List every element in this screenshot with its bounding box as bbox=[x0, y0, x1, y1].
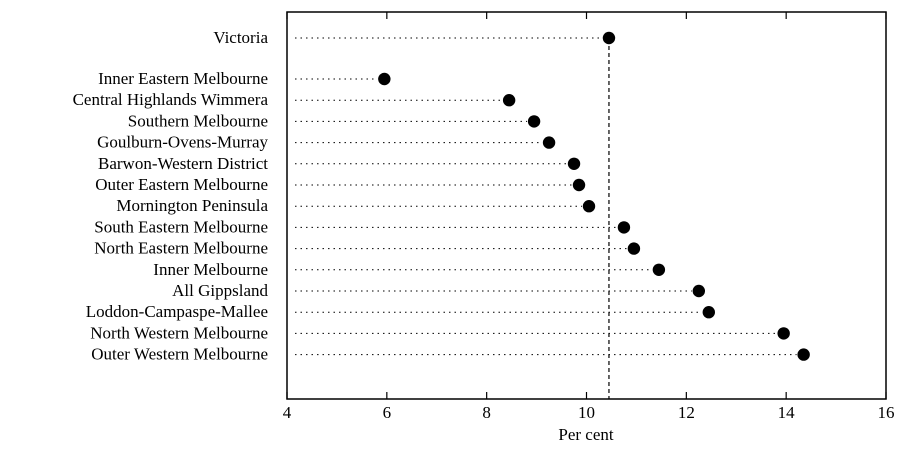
category-label: Inner Melbourne bbox=[153, 260, 268, 279]
category-label: North Eastern Melbourne bbox=[94, 239, 268, 258]
x-tick-label: 4 bbox=[283, 403, 292, 422]
x-tick-label: 14 bbox=[778, 403, 796, 422]
data-point bbox=[702, 306, 715, 319]
category-label: Inner Eastern Melbourne bbox=[98, 69, 268, 88]
category-label: Outer Eastern Melbourne bbox=[95, 175, 268, 194]
data-point bbox=[627, 242, 641, 255]
category-label: Mornington Peninsula bbox=[116, 196, 268, 215]
category-label: Central Highlands Wimmera bbox=[73, 90, 269, 109]
x-axis: 4 6 8 10 12 14 16 bbox=[283, 12, 895, 422]
data-point bbox=[617, 221, 631, 234]
data-point bbox=[652, 263, 666, 276]
category-label: Victoria bbox=[213, 28, 268, 47]
x-axis-label: Per cent bbox=[558, 425, 614, 444]
category-label: All Gippsland bbox=[172, 281, 268, 300]
category-label: Barwon-Western District bbox=[98, 154, 268, 173]
data-point bbox=[582, 200, 596, 213]
x-tick-label: 8 bbox=[482, 403, 491, 422]
data-point bbox=[542, 136, 556, 149]
data-point bbox=[777, 327, 790, 340]
x-tick-label: 10 bbox=[578, 403, 595, 422]
data-point bbox=[378, 72, 391, 86]
category-label: Loddon-Campaspe-Mallee bbox=[86, 302, 268, 321]
category-label: Goulburn-Ovens-Murray bbox=[97, 133, 268, 152]
data-point bbox=[572, 178, 586, 192]
x-tick-label: 16 bbox=[878, 403, 895, 422]
category-rows: Victoria Inner Eastern Melbourne Central H… bbox=[73, 28, 810, 364]
data-point bbox=[797, 348, 810, 361]
x-tick-label: 12 bbox=[678, 403, 695, 422]
category-label: Outer Western Melbourne bbox=[91, 345, 268, 364]
data-point bbox=[527, 115, 541, 128]
category-label: South Eastern Melbourne bbox=[94, 217, 268, 236]
data-point bbox=[692, 284, 706, 298]
data-point bbox=[602, 31, 616, 45]
data-point bbox=[567, 157, 581, 170]
category-label: Southern Melbourne bbox=[128, 111, 268, 130]
data-point bbox=[502, 94, 516, 107]
category-label: North Western Melbourne bbox=[90, 323, 268, 342]
x-tick-label: 6 bbox=[383, 403, 392, 422]
